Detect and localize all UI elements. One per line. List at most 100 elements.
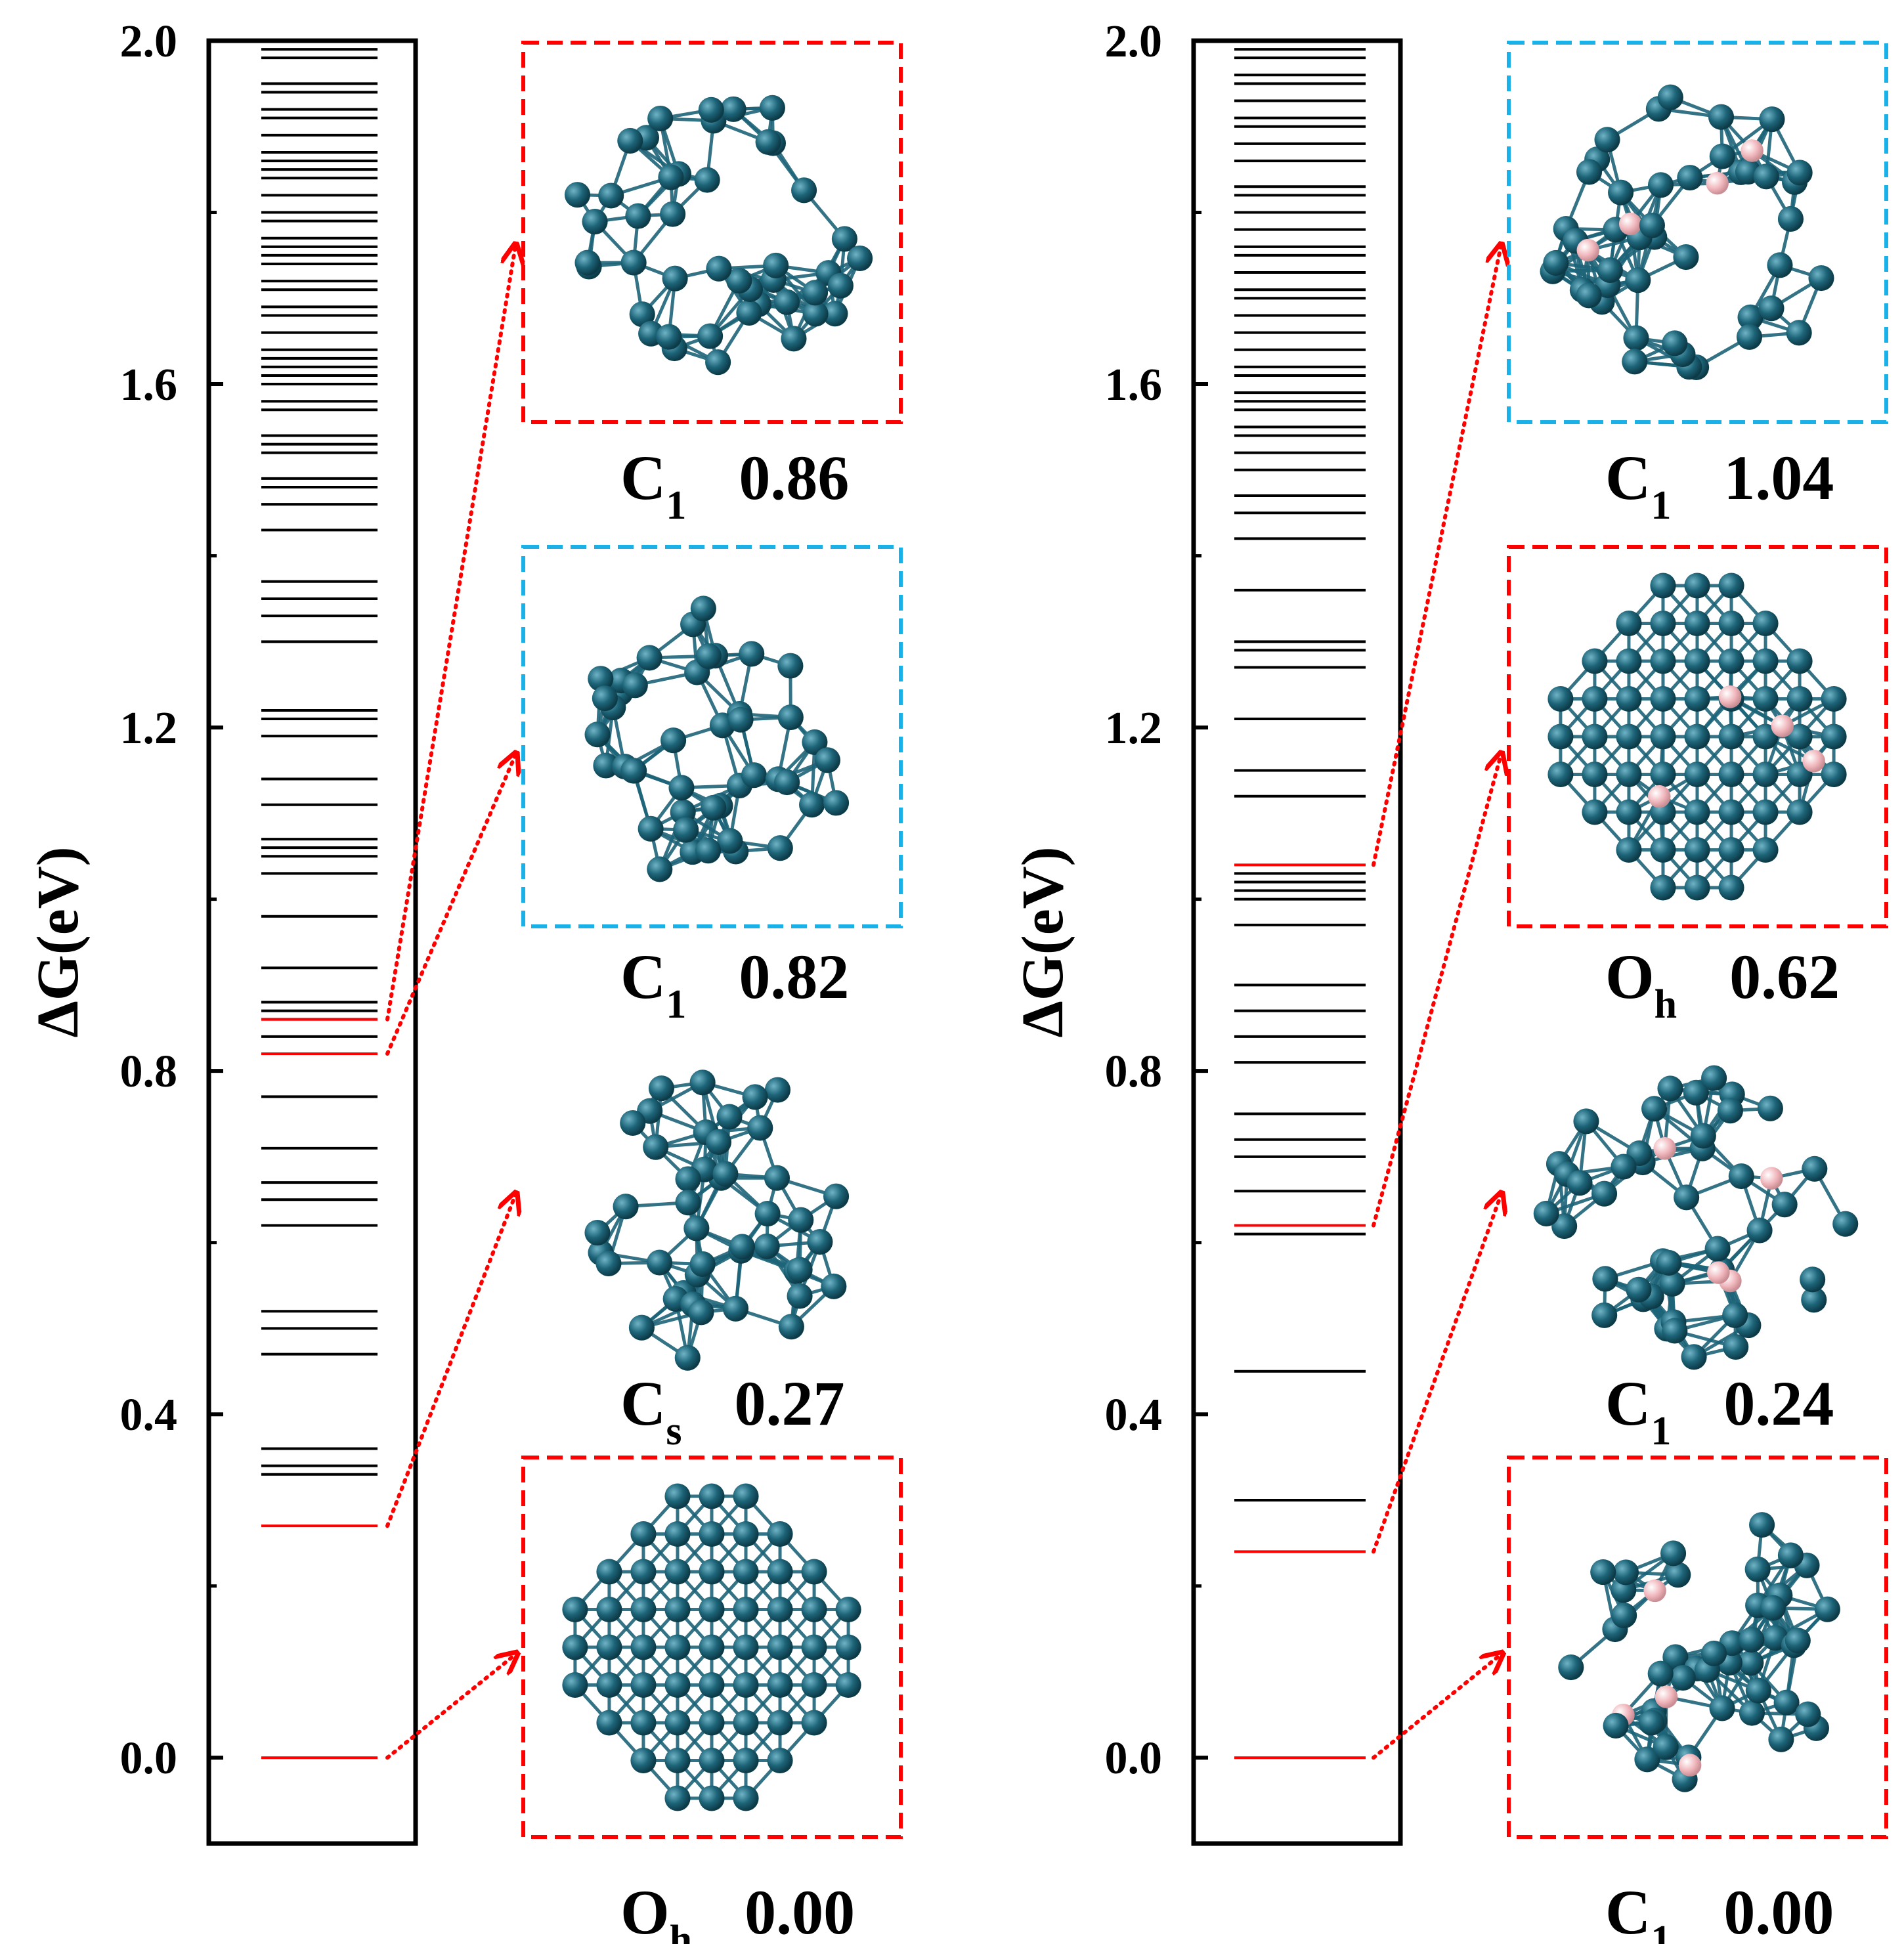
pd-atom <box>699 1710 725 1736</box>
pd-atom <box>699 1596 725 1623</box>
pd-atom <box>1749 1512 1775 1538</box>
pd-atom <box>1739 1700 1765 1726</box>
pd-atom <box>720 96 746 122</box>
pd-atom <box>1718 875 1744 901</box>
pd-atom <box>647 105 674 132</box>
pd-atom <box>1611 1602 1637 1629</box>
structure-label: C1 1.04 <box>1605 443 1834 528</box>
symmetry-subscript: s <box>666 1409 682 1454</box>
h-atom <box>1678 1754 1702 1777</box>
pd-atom <box>1684 610 1710 637</box>
pd-atom <box>726 268 752 294</box>
pd-atom <box>584 1219 611 1246</box>
pd-atom <box>660 727 687 754</box>
pd-atom <box>1576 159 1603 185</box>
pd-atom <box>660 201 686 227</box>
pd-atom <box>799 792 825 818</box>
pd-atom <box>1592 1266 1618 1292</box>
pd-atom <box>1662 1318 1688 1344</box>
energy-value: 0.24 <box>1723 1368 1834 1438</box>
structure-label: Oh 0.62 <box>1605 941 1840 1027</box>
pd-atom <box>1752 836 1779 863</box>
pd-atom <box>777 704 804 731</box>
pd-atom <box>1708 104 1735 130</box>
pd-atom <box>802 301 829 327</box>
pd-atom <box>727 706 754 733</box>
cluster-atoms <box>1533 1065 1859 1370</box>
pd-atom <box>628 1314 655 1341</box>
pd-atom <box>1718 836 1744 863</box>
pd-atom <box>617 127 643 154</box>
pd-atom <box>1753 163 1779 190</box>
pd-atom <box>562 1634 588 1660</box>
pd-atom <box>1737 304 1763 330</box>
pd-atom <box>1718 724 1744 750</box>
structure-box <box>1507 1456 1888 1839</box>
dotted-arrow <box>385 1654 515 1760</box>
pd-atom <box>742 1084 768 1110</box>
pd-atom <box>620 1110 646 1136</box>
pd-atom <box>664 1785 691 1811</box>
pd-atom <box>778 1314 804 1340</box>
pd-atom <box>636 645 662 671</box>
symmetry-label: C <box>620 1368 666 1438</box>
pd-atom <box>716 1104 743 1130</box>
pd-atom <box>630 1747 657 1774</box>
pd-atom <box>630 1521 657 1547</box>
h-atom <box>1648 785 1671 808</box>
pd-atom <box>592 685 618 712</box>
pd-atom <box>705 1129 732 1156</box>
pd-atom <box>574 249 601 276</box>
y-tick-label: 0.0 <box>1105 1733 1163 1784</box>
pd-atom <box>1684 875 1710 901</box>
pd-atom <box>1684 724 1710 750</box>
pd-atom <box>733 1672 759 1698</box>
pd-atom <box>1582 685 1608 712</box>
pd-atom <box>1701 1065 1727 1091</box>
pd-atom <box>1684 572 1710 599</box>
cluster-atoms <box>1558 1512 1840 1792</box>
pd-atom <box>1683 1079 1709 1106</box>
pd-atom <box>1808 265 1834 292</box>
pd-atom <box>1616 610 1642 637</box>
pd-atom <box>1677 165 1703 191</box>
pd-atom <box>1700 1640 1727 1666</box>
structure-box <box>521 1456 903 1839</box>
pd-atom <box>1821 761 1847 788</box>
dotted-arrow <box>1372 1654 1501 1760</box>
symmetry-label: O <box>620 1877 670 1944</box>
h-atom <box>1643 1579 1666 1603</box>
pd-atom <box>1647 172 1674 198</box>
pd-atom <box>1785 1628 1811 1654</box>
pd-atom <box>1650 572 1676 599</box>
pd-atom <box>1814 1596 1840 1622</box>
y-tick-label: 2.0 <box>1105 16 1163 67</box>
pd-atom <box>767 1672 793 1698</box>
pd-atom <box>1684 836 1710 863</box>
pd-atom <box>1757 1095 1783 1121</box>
pd-atom <box>664 1559 691 1585</box>
pd-atom <box>741 762 767 788</box>
dotted-arrow <box>1372 755 1501 1228</box>
pd-atom <box>1626 1276 1652 1303</box>
pd-atom <box>662 265 688 292</box>
symmetry-label: C <box>1605 1368 1651 1438</box>
pd-atom <box>647 1249 673 1276</box>
pd-atom <box>767 1521 793 1547</box>
pd-atom <box>787 1283 813 1309</box>
pd-atom <box>821 1273 847 1299</box>
y-tick-label: 1.2 <box>1105 703 1163 754</box>
pd-atom <box>755 129 781 155</box>
pd-atom <box>630 1634 657 1660</box>
pd-atom <box>1718 572 1744 599</box>
pd-atom <box>699 1521 725 1547</box>
energy-value: 0.82 <box>739 941 849 1012</box>
pd-atom <box>699 1672 725 1698</box>
y-axis-label: ΔG(eV) <box>1010 846 1075 1037</box>
cluster-atoms <box>584 595 850 882</box>
pd-atom <box>1582 648 1608 674</box>
pd-atom <box>596 1710 622 1736</box>
pd-atom <box>1625 267 1651 293</box>
pd-atom <box>835 1596 861 1623</box>
